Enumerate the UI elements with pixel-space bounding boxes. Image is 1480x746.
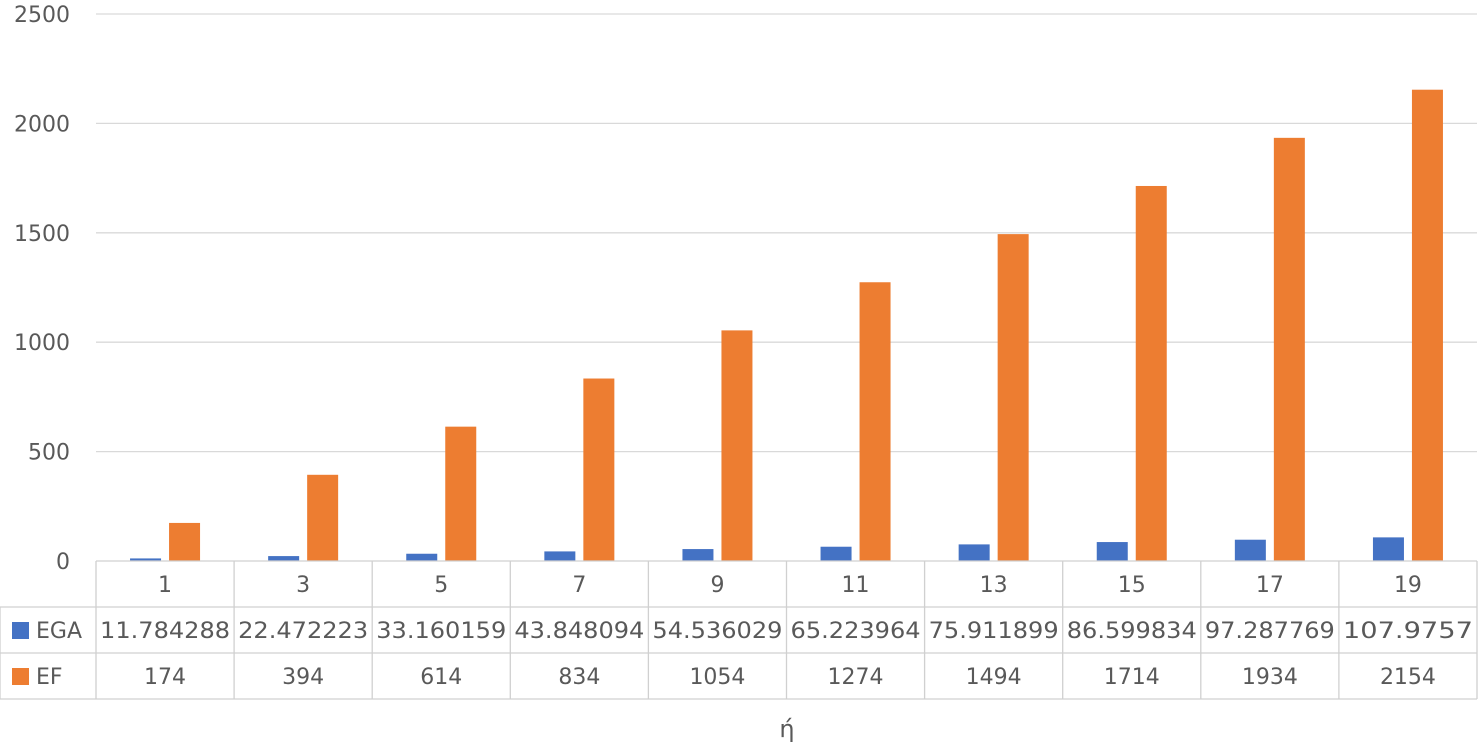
bar-ef-11 [859, 282, 891, 561]
bar-ega-9 [682, 549, 714, 561]
bar-ef-3 [307, 474, 339, 561]
legend-key-ega [12, 622, 29, 639]
data-label-ega: 11.784288 [100, 619, 230, 644]
data-label-ef: 1494 [966, 665, 1022, 690]
data-label-ef: 394 [282, 665, 324, 690]
bar-ef-9 [721, 330, 753, 561]
x-tick-label: 1 [158, 573, 172, 598]
x-tick-label: 17 [1256, 573, 1284, 598]
x-tick-label: 11 [842, 573, 870, 598]
bar-ef-1 [169, 522, 201, 561]
data-label-ega: 107.9757 [1343, 619, 1473, 644]
bar-ega-1 [130, 558, 162, 561]
x-tick-label: 19 [1394, 573, 1422, 598]
bar-ega-7 [544, 551, 576, 561]
x-tick-label: 9 [710, 573, 724, 598]
legend-label-ega: EGA [36, 619, 82, 644]
bar-ef-7 [583, 378, 615, 561]
data-label-ef: 614 [420, 665, 462, 690]
bar-ega-19 [1372, 537, 1404, 561]
data-label-ega: 65.223964 [791, 619, 921, 644]
bar-ega-17 [1234, 539, 1266, 561]
data-label-ega: 75.911899 [929, 619, 1059, 644]
bar-ega-3 [268, 556, 300, 561]
bar-ega-13 [958, 544, 990, 561]
bar-ega-11 [820, 546, 852, 561]
data-label-ef: 2154 [1380, 665, 1436, 690]
bar-ega-15 [1096, 542, 1128, 561]
x-tick-label: 3 [296, 573, 310, 598]
legend-key-ef [12, 668, 29, 685]
bar-ef-5 [445, 426, 477, 561]
data-label-ef: 1934 [1242, 665, 1298, 690]
data-label-ega: 22.472223 [238, 619, 368, 644]
data-label-ega: 97.287769 [1205, 619, 1335, 644]
bar-ega-5 [406, 553, 438, 561]
bar-ef-13 [997, 234, 1029, 561]
y-tick-label: 2000 [14, 112, 70, 137]
x-tick-label: 5 [434, 573, 448, 598]
x-tick-label: 7 [572, 573, 586, 598]
y-tick-label: 0 [56, 550, 70, 575]
gridlines [96, 13, 1477, 453]
legend-label-ef: EF [36, 665, 63, 690]
bar-ef-17 [1273, 137, 1305, 561]
data-label-ega: 54.536029 [652, 619, 782, 644]
bar-ef-19 [1411, 89, 1443, 561]
data-label-ef: 1714 [1104, 665, 1160, 690]
y-tick-label: 1000 [14, 331, 70, 356]
data-label-ef: 834 [558, 665, 600, 690]
y-tick-label: 2500 [14, 3, 70, 28]
data-label-ega: 86.599834 [1067, 619, 1197, 644]
data-label-ef: 1274 [828, 665, 884, 690]
y-tick-label: 1500 [14, 222, 70, 247]
bar-ef-15 [1135, 185, 1167, 561]
x-axis-label: ή [779, 715, 794, 743]
data-label-ef: 174 [144, 665, 186, 690]
x-tick-label: 13 [980, 573, 1008, 598]
data-label-ef: 1054 [689, 665, 745, 690]
x-tick-label: 15 [1118, 573, 1146, 598]
y-tick-label: 500 [28, 441, 70, 466]
y-axis-ticks: 0 500 1000 1500 2000 2500 [14, 3, 70, 575]
bars [130, 89, 1443, 561]
data-label-ega: 43.848094 [514, 619, 644, 644]
data-label-ega: 33.160159 [376, 619, 506, 644]
